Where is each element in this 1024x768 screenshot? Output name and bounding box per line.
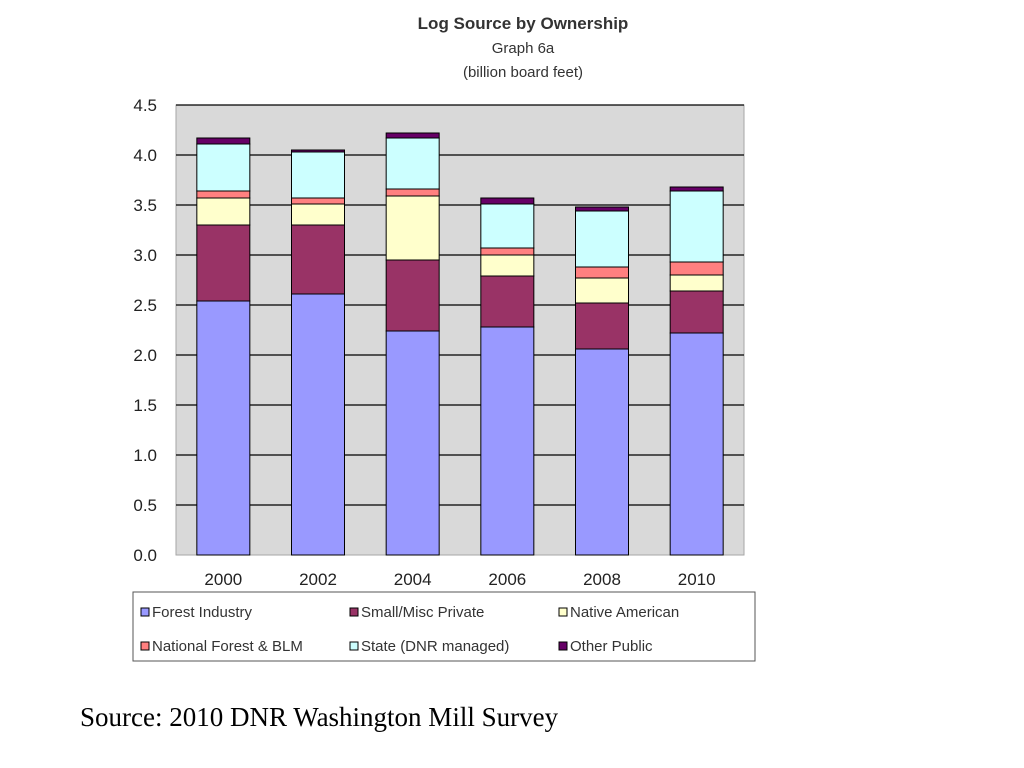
legend-swatch — [558, 641, 568, 651]
bar-segment — [291, 149, 345, 153]
x-tick-label: 2000 — [204, 570, 242, 589]
chart-title: Log Source by Ownership — [418, 14, 629, 33]
legend-label: Forest Industry — [152, 604, 253, 621]
y-tick-label: 1.0 — [133, 446, 157, 465]
x-tick-label: 2008 — [583, 570, 621, 589]
stacked-bar-chart: Log Source by Ownership Graph 6a (billio… — [132, 14, 756, 662]
bar-segment — [385, 330, 440, 556]
source-caption: Source: 2010 DNR Washington Mill Survey — [80, 702, 559, 732]
bar-segment — [575, 206, 629, 212]
legend-swatch — [140, 607, 150, 617]
legend-swatch — [349, 607, 359, 617]
bar-segment — [480, 203, 535, 249]
legend-label: Native American — [570, 604, 679, 621]
plot-area — [175, 104, 745, 556]
bar-segment — [480, 275, 535, 328]
bar-segment — [669, 290, 724, 334]
bar-segment — [196, 137, 251, 145]
y-tick-label: 3.5 — [133, 196, 157, 215]
bar-segment — [196, 190, 251, 199]
bar-segment — [669, 261, 724, 276]
y-tick-label: 0.5 — [133, 496, 157, 515]
bar-segment — [575, 277, 629, 304]
chart-subtitle-line-1: Graph 6a — [492, 40, 555, 57]
y-tick-label: 1.5 — [133, 396, 157, 415]
x-tick-label: 2002 — [299, 570, 337, 589]
gridlines — [176, 104, 744, 506]
legend-label: State (DNR managed) — [361, 638, 509, 655]
legend-label: Small/Misc Private — [361, 604, 484, 621]
bar-segment — [385, 195, 440, 261]
x-tick-label: 2004 — [394, 570, 432, 589]
bar-segment — [575, 302, 629, 350]
legend: Forest Industry Small/Misc Private Native … — [140, 604, 679, 655]
legend-swatch — [349, 641, 359, 651]
y-tick-label: 3.0 — [133, 246, 157, 265]
y-tick-label: 4.5 — [133, 96, 157, 115]
y-tick-label: 2.5 — [133, 296, 157, 315]
bar-segment — [480, 254, 535, 277]
bar-segment — [196, 224, 251, 302]
bar-segment — [575, 348, 629, 556]
bar-segment — [669, 332, 724, 556]
bar-segment — [480, 197, 535, 205]
bar-segment — [385, 259, 440, 332]
bar-segment — [196, 197, 251, 226]
bar-segment — [385, 188, 440, 197]
bar-segment — [291, 151, 345, 199]
bar-segment — [291, 224, 345, 295]
bar-segment — [575, 210, 629, 268]
bar-segment — [291, 197, 345, 205]
legend-box — [132, 591, 756, 662]
bars — [196, 132, 724, 556]
bar-segment — [480, 326, 535, 556]
bar-segment — [385, 137, 440, 190]
legend-swatch — [558, 607, 568, 617]
bar-segment — [385, 132, 440, 139]
bar-segment — [669, 190, 724, 263]
bar-segment — [575, 266, 629, 279]
bar-segment — [480, 247, 535, 256]
bar-segment — [669, 274, 724, 292]
bar-segment — [291, 203, 345, 226]
y-tick-label: 0.0 — [133, 546, 157, 565]
x-tick-label: 2006 — [488, 570, 526, 589]
y-axis-tick-labels: 0.0 0.5 1.0 1.5 2.0 2.5 3.0 3.5 4.0 4.5 — [133, 96, 157, 565]
chart-subtitle-line-2: (billion board feet) — [463, 64, 583, 81]
x-axis-tick-labels: 2000 2002 2004 2006 2008 2010 — [204, 570, 715, 589]
legend-label: Other Public — [570, 638, 653, 655]
y-tick-label: 4.0 — [133, 146, 157, 165]
y-tick-label: 2.0 — [133, 346, 157, 365]
bar-segment — [196, 300, 251, 556]
x-tick-label: 2010 — [678, 570, 716, 589]
legend-label: National Forest & BLM — [152, 638, 303, 655]
legend-swatch — [140, 641, 150, 651]
bar-segment — [291, 293, 345, 556]
bar-segment — [669, 186, 724, 192]
bar-segment — [196, 143, 251, 192]
